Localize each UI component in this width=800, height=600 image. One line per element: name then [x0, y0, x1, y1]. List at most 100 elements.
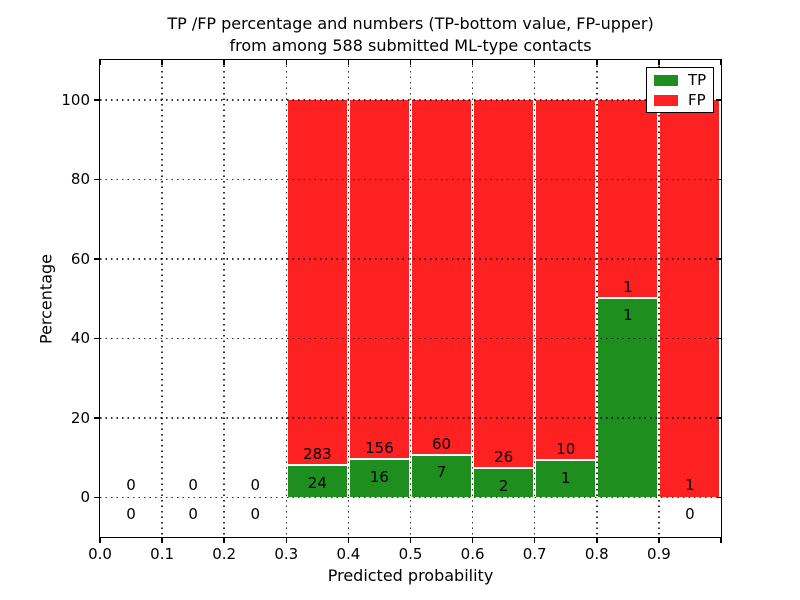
bar-fp-bin-6 — [474, 99, 534, 467]
legend-label-fp: FP — [688, 90, 706, 109]
bar-tp-bin-6 — [474, 468, 534, 498]
bar-tp-bin-4 — [349, 460, 409, 498]
x-tick-top-5 — [409, 60, 412, 65]
x-tick-top-0 — [99, 60, 101, 65]
x-tick-top-6 — [471, 60, 474, 65]
y-tick-right-20 — [716, 417, 721, 419]
legend: TP FP — [646, 67, 714, 113]
label-fp-count-bin-1: 0 — [188, 476, 198, 495]
label-tp-count-bin-9: 0 — [685, 504, 695, 523]
gridline-x-0.1 — [161, 60, 163, 537]
x-tick-top-4 — [347, 60, 350, 65]
x-tick-label-0: 0.0 — [88, 545, 112, 563]
x-tick-label-7: 0.7 — [522, 545, 547, 563]
y-tick-left-100 — [94, 99, 100, 101]
x-tick-label-3: 0.3 — [274, 545, 299, 563]
x-tick-bottom-9 — [658, 537, 660, 543]
x-tick-bottom-6 — [471, 537, 474, 543]
legend-swatch-fp-icon — [654, 94, 678, 106]
label-tp-count-bin-5: 7 — [436, 463, 447, 482]
chart-title-line-2: from among 588 submitted ML-type contact… — [229, 36, 592, 55]
bar-fp-bin-4 — [349, 99, 409, 459]
y-tick-label-100: 100 — [61, 90, 90, 109]
x-tick-label-8: 0.8 — [584, 545, 609, 563]
chart-title-line-1: TP /FP percentage and numbers (TP-bottom… — [167, 14, 654, 33]
bar-fp-bin-9 — [660, 99, 720, 498]
label-fp-count-bin-0: 0 — [126, 476, 136, 495]
label-tp-count-bin-1: 0 — [188, 504, 198, 523]
x-tick-top-1 — [161, 60, 163, 65]
y-tick-left-80 — [94, 178, 100, 180]
x-tick-label-1: 0.1 — [150, 545, 175, 563]
y-tick-left-40 — [94, 337, 100, 339]
label-fp-count-bin-2: 0 — [250, 476, 261, 495]
x-tick-label-5: 0.5 — [398, 545, 423, 563]
gridline-x-0.8 — [596, 60, 598, 537]
gridline-x-0.2 — [223, 60, 225, 537]
label-fp-count-bin-3: 283 — [303, 445, 332, 464]
label-tp-count-bin-0: 0 — [126, 504, 136, 523]
legend-item-tp: TP — [647, 70, 713, 90]
y-tick-right-40 — [716, 337, 721, 339]
x-tick-bottom-4 — [347, 537, 350, 543]
y-tick-left-60 — [94, 258, 100, 260]
x-tick-label-9: 0.9 — [646, 545, 671, 563]
label-tp-count-bin-6: 2 — [498, 476, 509, 495]
legend-label-tp: TP — [688, 70, 707, 89]
y-tick-left-0 — [94, 496, 100, 498]
gridline-x-0.3 — [285, 60, 288, 537]
gridline-x-0.4 — [347, 60, 350, 537]
label-fp-count-bin-6: 26 — [494, 447, 514, 466]
x-tick-top-2 — [223, 60, 225, 65]
y-tick-right-60 — [716, 258, 721, 260]
label-tp-count-bin-7: 1 — [560, 468, 571, 487]
label-tp-count-bin-2: 0 — [250, 504, 261, 523]
legend-item-fp: FP — [647, 90, 713, 110]
x-tick-top-9 — [658, 60, 660, 65]
bar-tp-bin-3 — [287, 466, 347, 498]
x-tick-bottom-2 — [223, 537, 225, 543]
x-tick-label-4: 0.4 — [336, 545, 361, 563]
y-tick-label-20: 20 — [70, 408, 90, 427]
x-tick-bottom-1 — [161, 537, 163, 543]
label-fp-count-bin-9: 1 — [685, 476, 695, 495]
label-fp-count-bin-7: 10 — [556, 440, 576, 459]
x-tick-bottom-5 — [409, 537, 412, 543]
y-tick-label-0: 0 — [80, 488, 90, 507]
x-tick-bottom-7 — [533, 537, 536, 543]
label-fp-count-bin-5: 60 — [432, 434, 452, 453]
bar-fp-bin-8 — [598, 99, 658, 297]
x-tick-bottom-0 — [99, 537, 101, 543]
bar-fp-bin-3 — [287, 99, 347, 465]
bar-tp-bin-5 — [412, 455, 472, 498]
y-tick-label-40: 40 — [70, 329, 90, 348]
y-tick-left-20 — [94, 417, 100, 419]
gridline-x-0.5 — [409, 60, 412, 537]
bar-tp-bin-8 — [598, 298, 658, 498]
x-tick-bottom-10 — [720, 537, 722, 543]
legend-swatch-tp-icon — [654, 74, 678, 86]
gridline-x-0.9 — [658, 60, 660, 537]
x-tick-bottom-8 — [596, 537, 598, 543]
label-tp-count-bin-4: 16 — [369, 467, 389, 486]
bar-fp-bin-5 — [412, 99, 472, 454]
gridline-x-0.6 — [471, 60, 474, 537]
label-fp-count-bin-8: 1 — [623, 277, 633, 296]
y-tick-label-80: 80 — [70, 170, 90, 189]
x-tick-top-8 — [596, 60, 598, 65]
label-tp-count-bin-8: 1 — [623, 306, 633, 325]
x-tick-top-7 — [533, 60, 536, 65]
x-tick-top-3 — [285, 60, 288, 65]
x-axis-label: Predicted probability — [327, 566, 494, 585]
label-fp-count-bin-4: 156 — [365, 439, 394, 458]
x-tick-label-2: 0.2 — [212, 545, 237, 563]
x-tick-label-6: 0.6 — [460, 545, 485, 563]
bar-fp-bin-7 — [536, 99, 596, 460]
label-tp-count-bin-3: 24 — [307, 473, 327, 492]
x-tick-top-10 — [720, 60, 722, 65]
gridline-x-0.7 — [533, 60, 536, 537]
y-tick-right-80 — [716, 178, 721, 180]
x-tick-bottom-3 — [285, 537, 288, 543]
y-tick-label-60: 60 — [70, 249, 90, 268]
